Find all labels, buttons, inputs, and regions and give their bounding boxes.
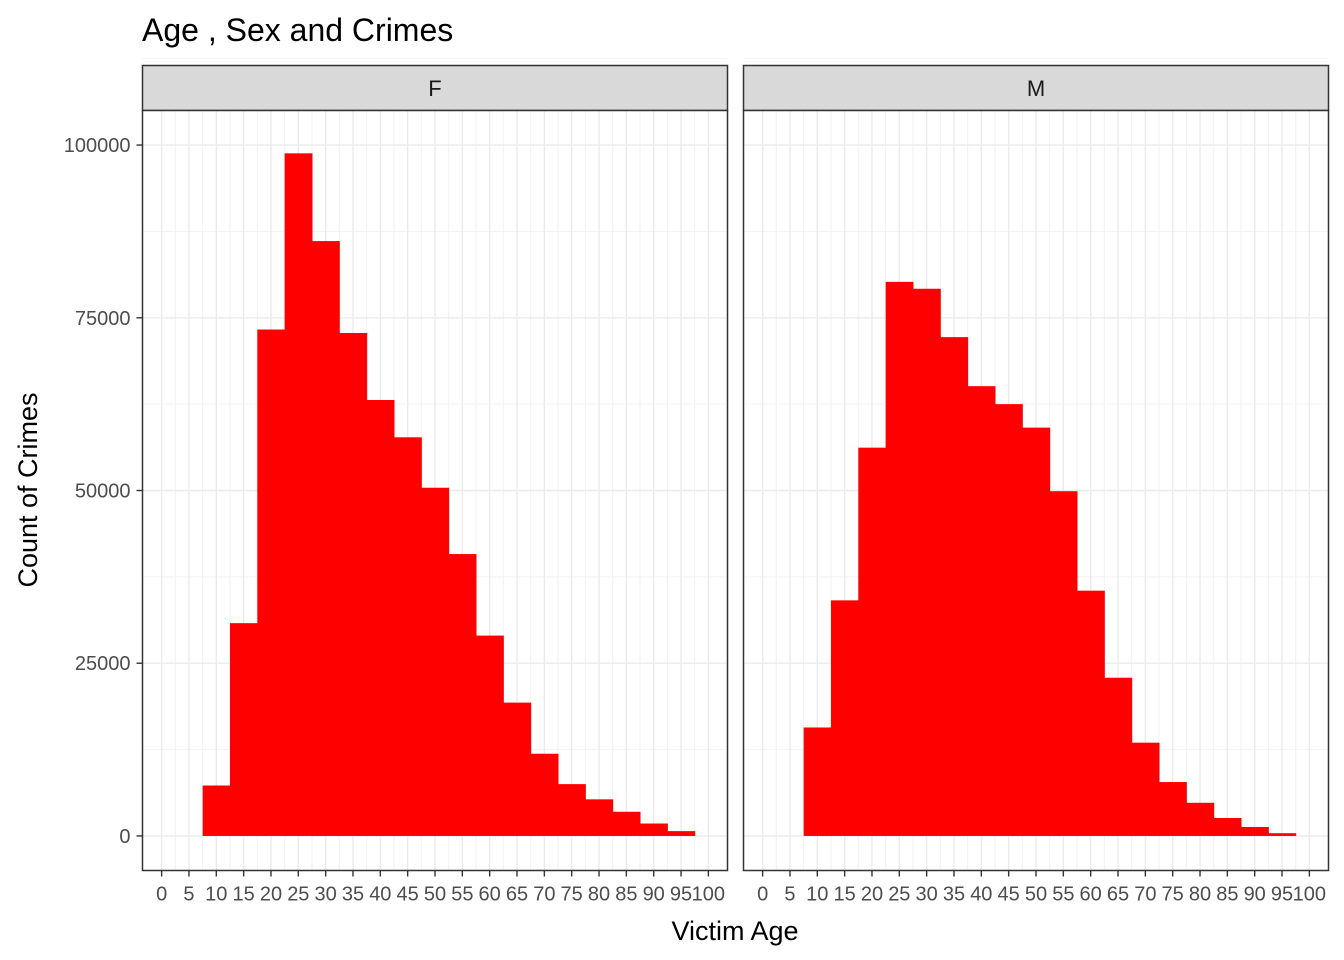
histogram-bars [202, 153, 696, 836]
histogram-bar [667, 831, 696, 836]
y-tick-label: 100000 [64, 135, 131, 157]
x-axis-ticks: 0 5 10 15 20 25 30 35 40 45 50 55 60 65 70 75 80 85 90 95 10… [156, 870, 725, 906]
facet-strip-label: F [428, 76, 441, 101]
histogram-bar [803, 727, 832, 836]
x-tick-label: 15 [834, 884, 856, 906]
x-tick-label: 0 [156, 884, 167, 906]
x-tick-label: 75 [1162, 884, 1184, 906]
histogram-bar [229, 623, 258, 836]
x-tick-label: 90 [643, 884, 665, 906]
x-tick-label: 35 [943, 884, 965, 906]
histogram-bar [640, 823, 668, 836]
histogram-bar [967, 386, 996, 836]
x-tick-label: 70 [533, 884, 555, 906]
facet-panel-m: M 0 5 10 15 20 25 30 35 40 45 50 55 60 65 70 75 80 85 90 95… [742, 58, 1330, 906]
x-tick-label: 40 [369, 884, 391, 906]
histogram-bar [1077, 590, 1105, 836]
x-tick-label: 10 [205, 884, 227, 906]
histogram-bar [448, 554, 477, 836]
x-tick-label: 85 [615, 884, 637, 906]
histogram-bar [421, 487, 450, 836]
histogram-bar [612, 811, 641, 836]
x-axis-title: Victim Age [671, 916, 798, 946]
x-tick-label: 30 [916, 884, 938, 906]
y-tick-label: 50000 [75, 481, 131, 503]
x-tick-label: 80 [1189, 884, 1211, 906]
y-axis-title: Count of Crimes [13, 392, 43, 587]
x-tick-label: 45 [998, 884, 1020, 906]
x-tick-label: 5 [784, 884, 795, 906]
x-tick-label: 90 [1244, 884, 1266, 906]
x-tick-label: 100 [692, 884, 725, 906]
x-tick-label: 25 [888, 884, 910, 906]
histogram-bar [558, 784, 586, 836]
x-tick-label: 30 [315, 884, 337, 906]
histogram-bar [284, 153, 313, 836]
histogram-bar [202, 785, 231, 836]
y-axis-ticks: 0 25000 50000 75000 100000 [64, 135, 143, 848]
x-tick-label: 0 [757, 884, 768, 906]
facet-panel-f: F 0 5 10 15 20 25 30 35 40 45 50 55 60 65 70 75 80 85 90 95… [64, 58, 729, 906]
facet-strip-label: M [1027, 76, 1045, 101]
histogram-bar [311, 241, 340, 836]
x-tick-label: 10 [806, 884, 828, 906]
histogram-bar [1104, 677, 1133, 836]
histogram-bar [530, 753, 559, 836]
histogram-bars [803, 281, 1297, 836]
histogram-bar [1186, 802, 1215, 836]
x-tick-label: 60 [1080, 884, 1102, 906]
x-tick-label: 100 [1293, 884, 1326, 906]
histogram-bar [858, 447, 887, 836]
x-tick-label: 20 [260, 884, 282, 906]
histogram-bar [885, 281, 914, 836]
x-tick-label: 55 [451, 884, 473, 906]
x-tick-label: 50 [424, 884, 446, 906]
x-tick-label: 15 [233, 884, 255, 906]
x-tick-label: 70 [1134, 884, 1156, 906]
y-tick-label: 25000 [75, 653, 131, 675]
x-tick-label: 65 [1107, 884, 1129, 906]
histogram-bar [1213, 817, 1242, 836]
histogram-bar [366, 399, 395, 836]
y-tick-label: 0 [119, 826, 130, 848]
histogram-bar [1241, 826, 1269, 836]
histogram-bar [339, 332, 368, 836]
y-tick-label: 75000 [75, 308, 131, 330]
x-tick-label: 65 [506, 884, 528, 906]
x-tick-label: 5 [183, 884, 194, 906]
facet-strip-background [141, 64, 729, 112]
x-tick-label: 25 [287, 884, 309, 906]
histogram-bar [476, 635, 504, 836]
histogram-bar [585, 799, 614, 836]
histogram-bar [1268, 833, 1297, 836]
x-tick-label: 95 [1271, 884, 1293, 906]
x-tick-label: 80 [588, 884, 610, 906]
histogram-bar [940, 337, 969, 836]
x-axis-ticks: 0 5 10 15 20 25 30 35 40 45 50 55 60 65 70 75 80 85 90 95 10… [757, 870, 1326, 906]
x-tick-label: 35 [342, 884, 364, 906]
x-tick-label: 40 [970, 884, 992, 906]
histogram-bar [994, 404, 1023, 836]
histogram-bar [912, 288, 941, 836]
histogram-bar [830, 600, 859, 836]
histogram-bar [393, 437, 422, 836]
chart-title: Age , Sex and Crimes [142, 12, 453, 48]
histogram-bar [503, 702, 532, 836]
x-tick-label: 85 [1216, 884, 1238, 906]
histogram-bar [1131, 742, 1160, 836]
x-tick-label: 60 [479, 884, 501, 906]
histogram-bar [257, 329, 286, 836]
facet-strip-background [742, 64, 1330, 112]
x-tick-label: 20 [861, 884, 883, 906]
histogram-bar [1049, 491, 1078, 836]
x-tick-label: 75 [561, 884, 583, 906]
histogram-bar [1022, 427, 1051, 836]
x-tick-label: 55 [1052, 884, 1074, 906]
x-tick-label: 95 [670, 884, 692, 906]
histogram-bar [1159, 782, 1187, 836]
x-tick-label: 45 [397, 884, 419, 906]
x-tick-label: 50 [1025, 884, 1047, 906]
